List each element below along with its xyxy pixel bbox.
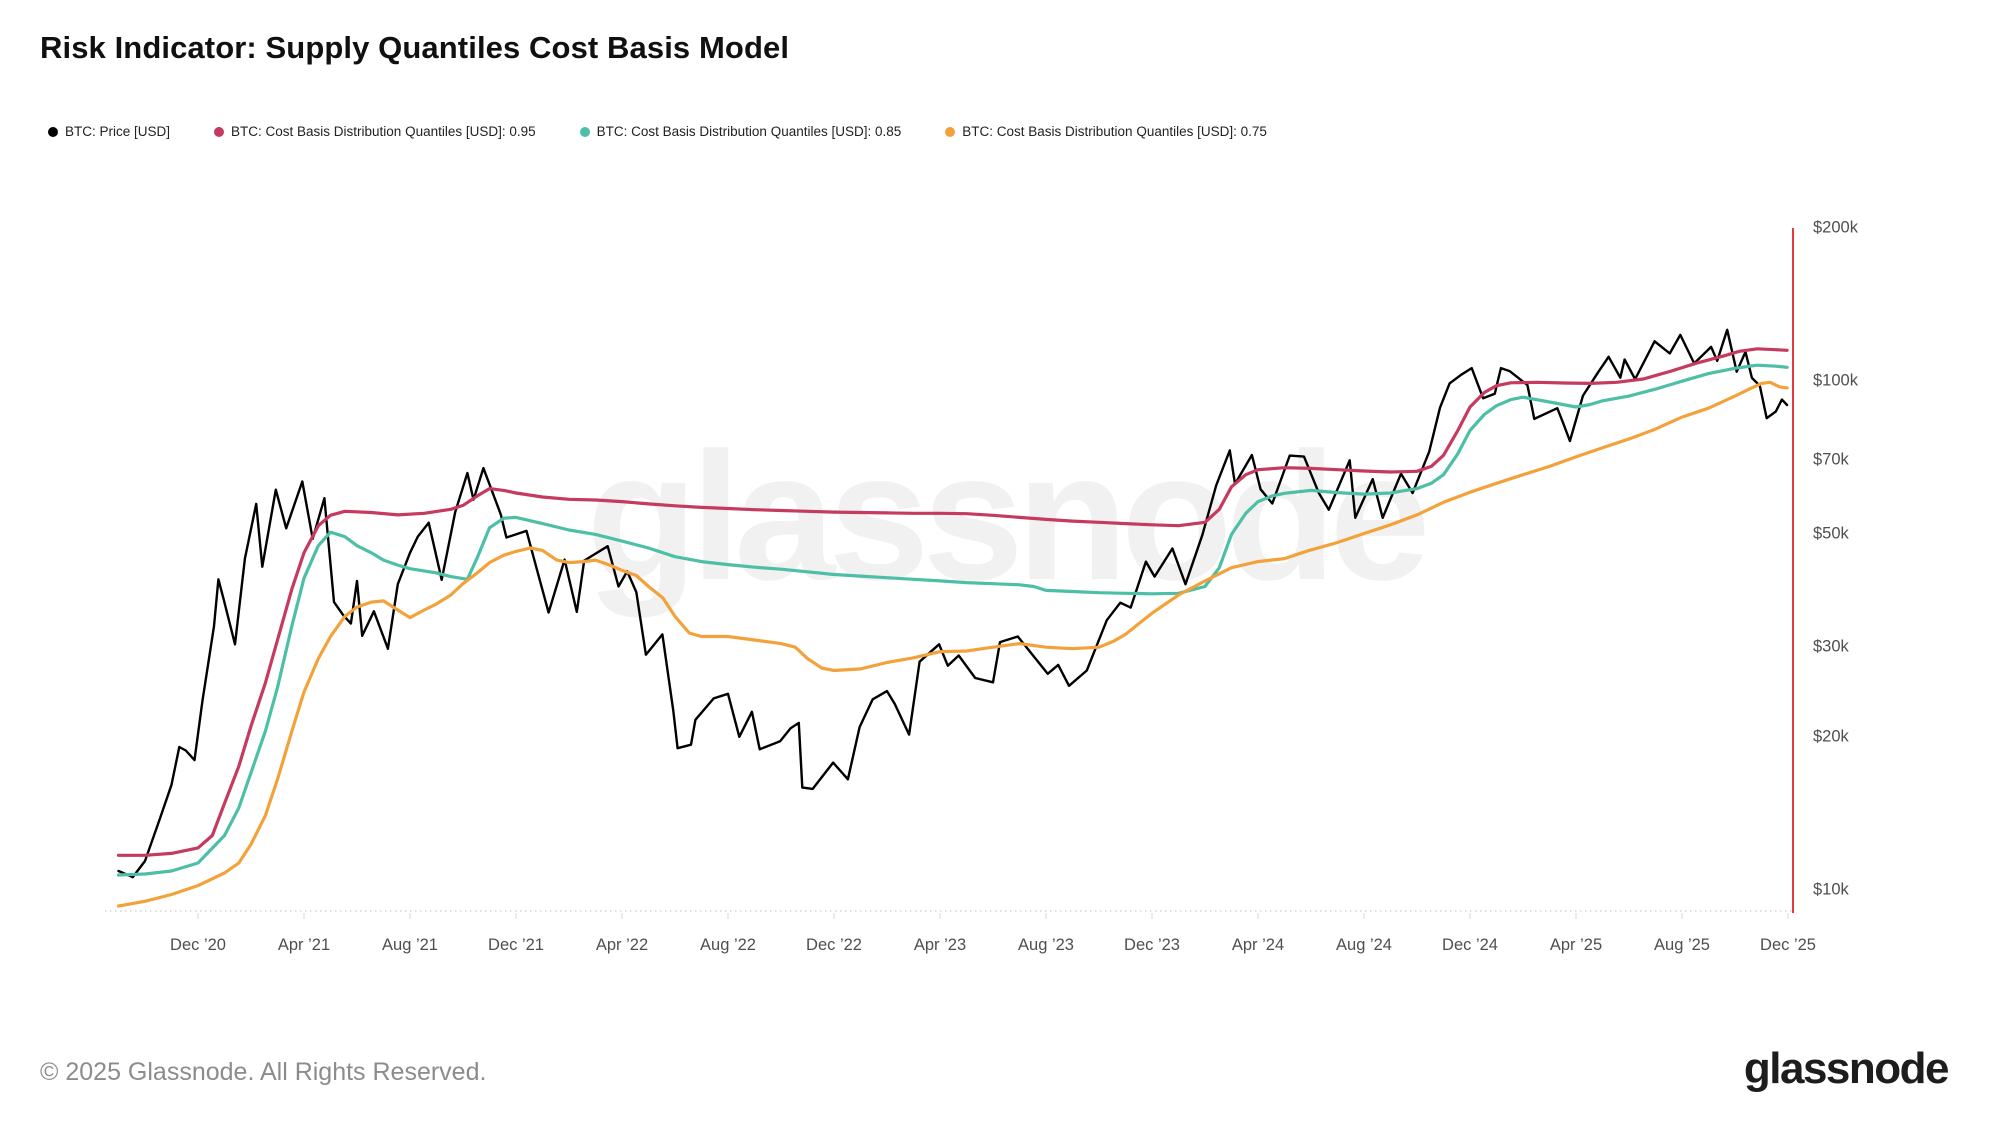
x-tick-label: Dec ’23 (1124, 936, 1180, 954)
legend-item-2[interactable]: BTC: Cost Basis Distribution Quantiles [… (579, 124, 902, 139)
legend: BTC: Price [USD] BTC: Cost Basis Distribu… (48, 124, 1267, 139)
legend-dot-icon (48, 126, 58, 137)
x-tick-label: Dec ’22 (806, 936, 862, 954)
legend-dot-icon (579, 126, 590, 137)
x-tick-label: Aug ’24 (1336, 936, 1392, 954)
x-tick-label: Dec ’20 (170, 936, 226, 954)
legend-item-label: BTC: Cost Basis Distribution Quantiles [… (596, 124, 902, 139)
legend-item-label: BTC: Cost Basis Distribution Quantiles [… (962, 124, 1267, 139)
x-tick-label: Apr ’24 (1231, 936, 1285, 954)
x-tick-label: Aug ’21 (382, 936, 438, 954)
legend-item-3[interactable]: BTC: Cost Basis Distribution Quantiles [… (945, 124, 1267, 139)
x-tick-label: Dec ’25 (1760, 936, 1816, 954)
y-tick-label: $30k (1813, 637, 1849, 656)
x-tick-label: Apr ’21 (277, 936, 331, 954)
legend-dot-icon (214, 126, 225, 137)
x-tick-label: Apr ’25 (1549, 936, 1603, 954)
series-BTC: Cost Basis Distribution Quantiles [USD]: 0.75 (116, 380, 1789, 908)
legend-item-0[interactable]: BTC: Price [USD] (48, 124, 170, 139)
x-tick-label: Aug ’25 (1654, 936, 1710, 954)
legend-item-label: BTC: Cost Basis Distribution Quantiles [… (231, 124, 536, 139)
series-BTC: Cost Basis Distribution Quantiles [USD]: 0.85 (116, 363, 1789, 877)
y-tick-label: $100k (1813, 371, 1858, 390)
series-BTC: Cost Basis Distribution Quantiles [USD]: 0.95 (116, 347, 1789, 857)
x-tick-label: Aug ’22 (700, 936, 756, 954)
copyright-text: © 2025 Glassnode. All Rights Reserved. (40, 1058, 487, 1086)
glassnode-logo: glassnode (1743, 1044, 1950, 1093)
y-tick-label: $200k (1813, 218, 1858, 237)
x-tick-label: Dec ’21 (488, 936, 544, 954)
y-tick-label: $20k (1813, 727, 1849, 746)
x-tick-label: Apr ’22 (595, 936, 649, 954)
y-tick-label: $10k (1813, 880, 1849, 899)
x-tick-label: Dec ’24 (1442, 936, 1498, 954)
series-BTC: Price [USD] (117, 328, 1789, 879)
y-tick-label: $70k (1813, 450, 1849, 469)
x-tick-label: Apr ’23 (913, 936, 967, 954)
legend-item-label: BTC: Price [USD] (65, 124, 171, 139)
legend-dot-icon (945, 126, 956, 137)
page-title: Risk Indicator: Supply Quantiles Cost Ba… (40, 30, 790, 65)
x-tick-label: Aug ’23 (1018, 936, 1074, 954)
y-tick-label: $50k (1813, 524, 1849, 543)
legend-item-1[interactable]: BTC: Cost Basis Distribution Quantiles [… (214, 124, 536, 139)
